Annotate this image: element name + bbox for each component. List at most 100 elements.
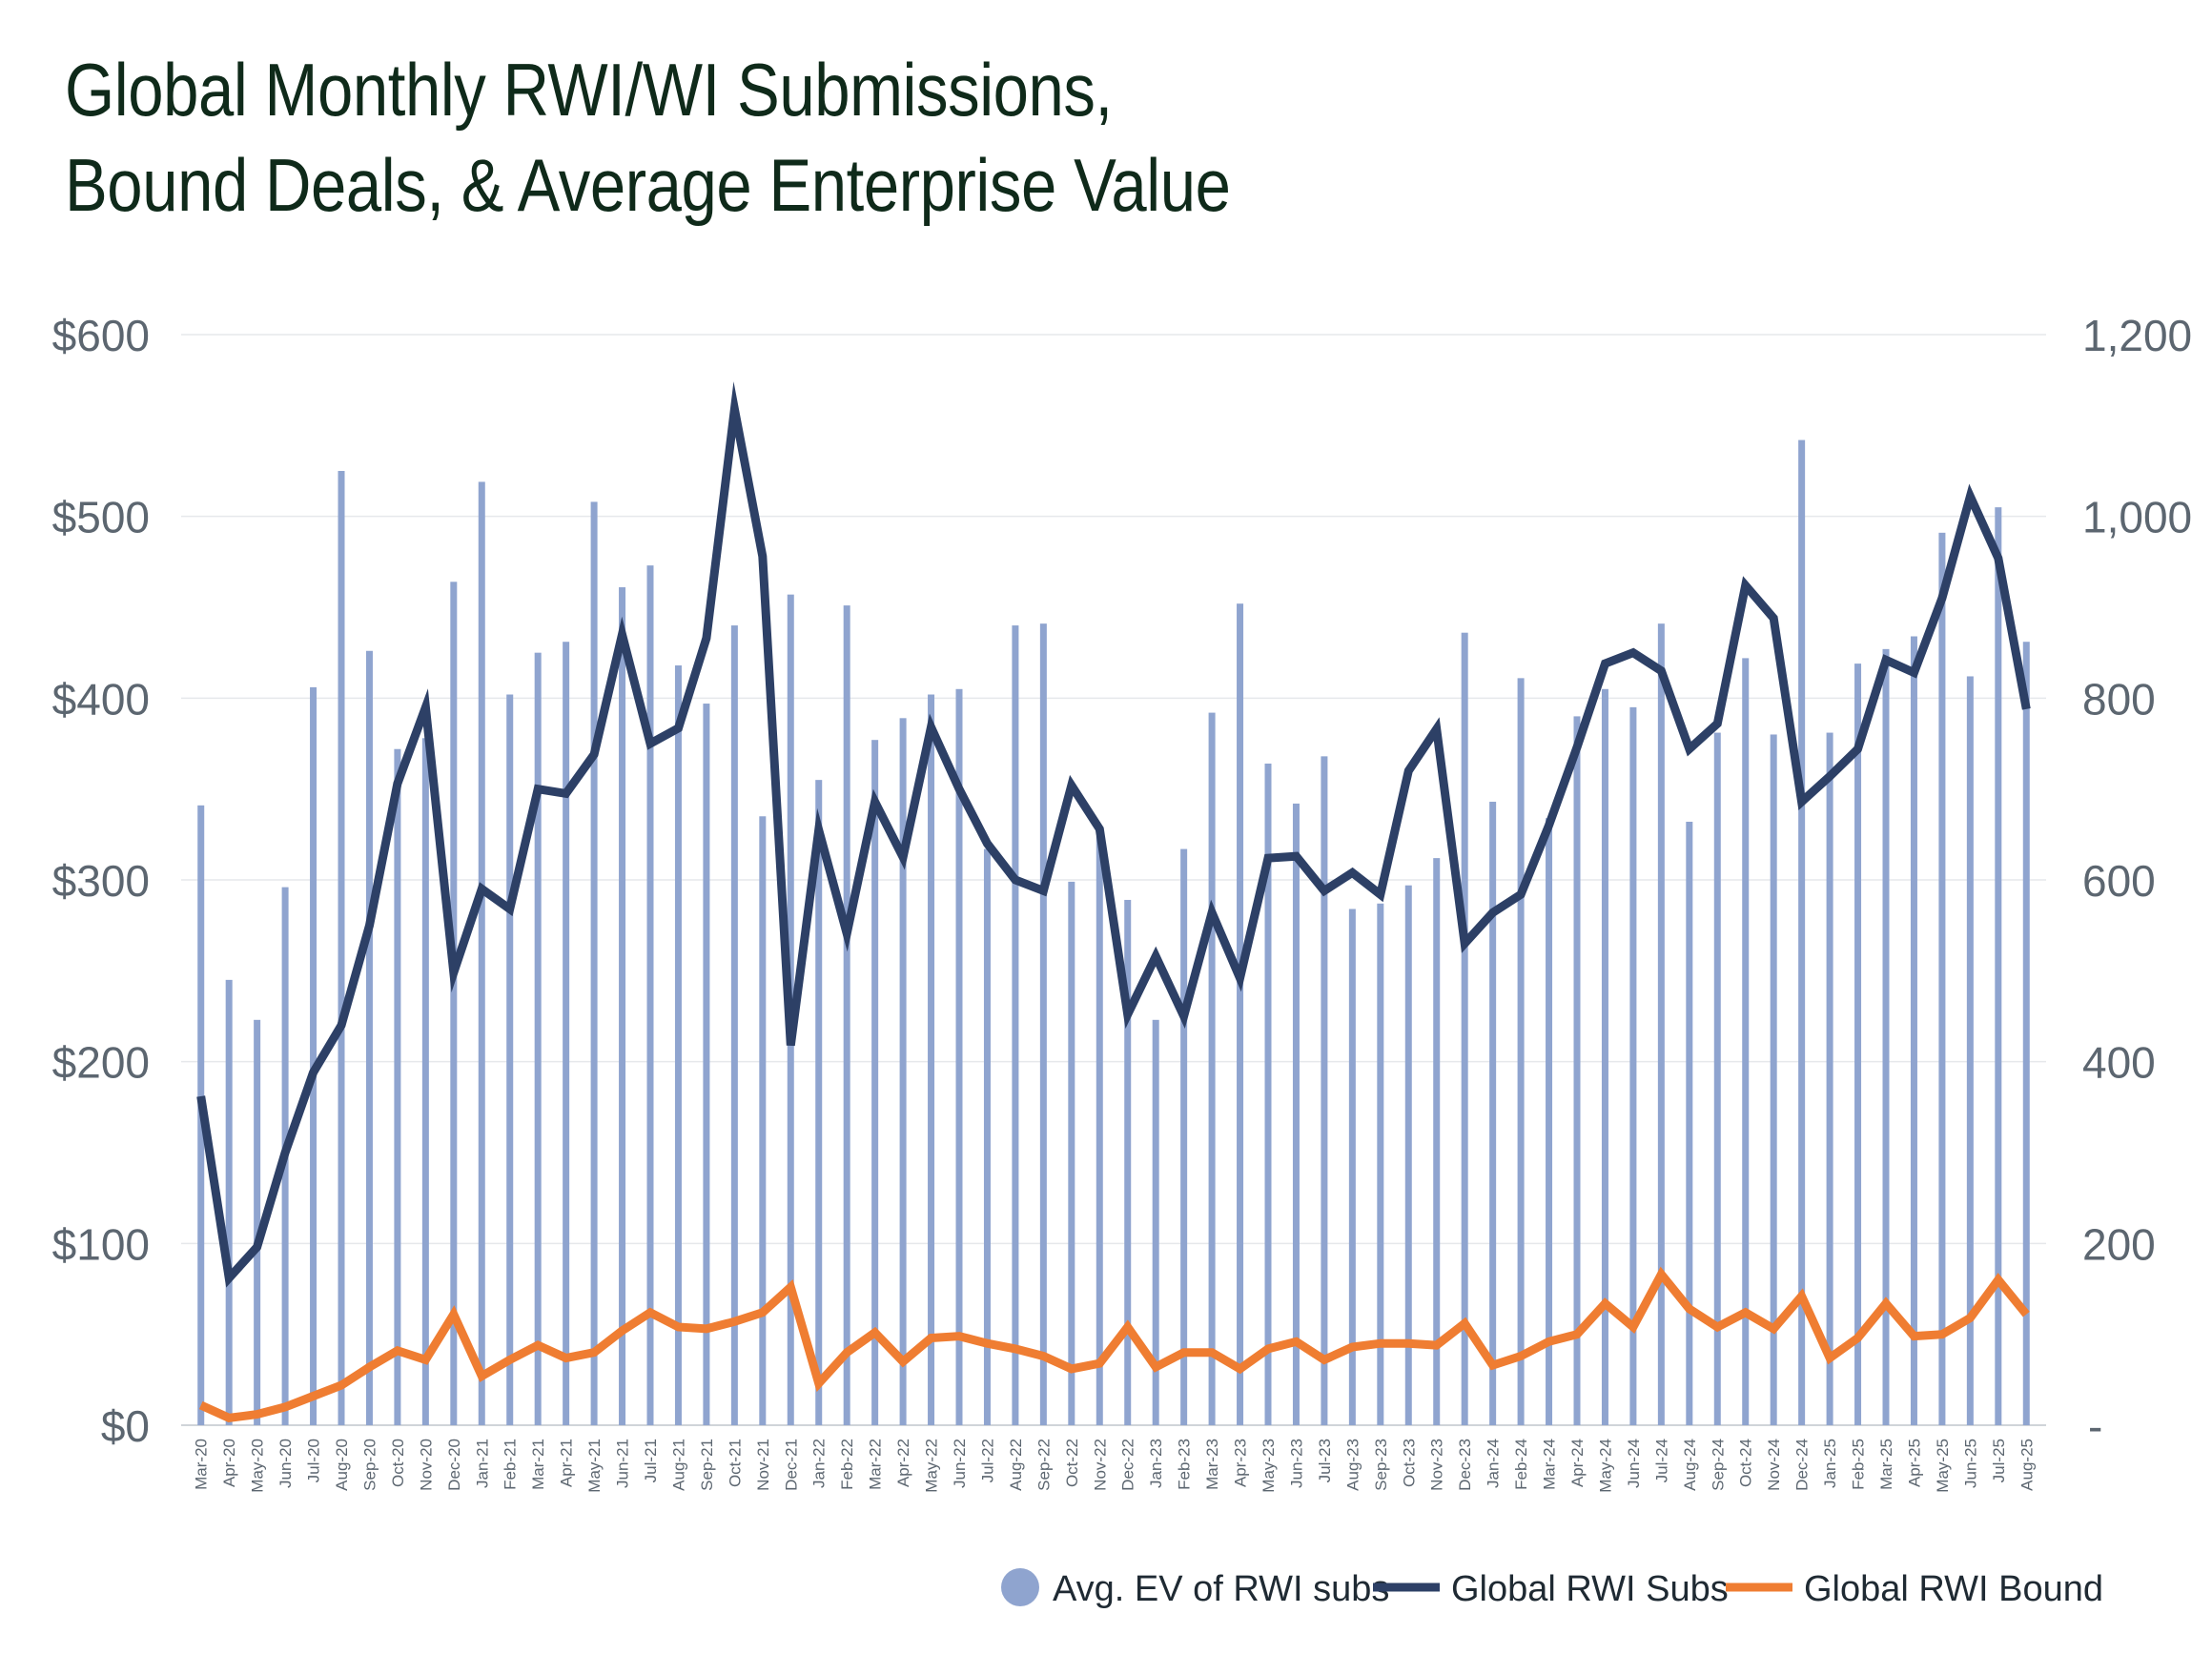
bar-oct-20 (394, 748, 401, 1425)
x-tick-label-aug-24: Aug-24 (1681, 1439, 1699, 1491)
legend-item-avg-ev-of-rwi-subs: Avg. EV of RWI subs (1001, 1568, 1389, 1609)
x-tick-label-may-25: May-25 (1934, 1439, 1952, 1493)
bar-aug-25 (2022, 642, 2030, 1425)
left-tick-label: $500 (52, 493, 150, 542)
left-tick-label: $600 (52, 311, 150, 360)
bar-apr-24 (1573, 716, 1581, 1425)
bar-jul-20 (310, 686, 317, 1425)
x-tick-label-dec-22: Dec-22 (1119, 1439, 1137, 1491)
x-tick-label-feb-24: Feb-24 (1512, 1439, 1530, 1490)
x-tick-label-feb-22: Feb-22 (838, 1439, 856, 1490)
bar-mar-25 (1882, 648, 1890, 1425)
x-tick-label-feb-25: Feb-25 (1850, 1439, 1868, 1490)
bar-mar-23 (1208, 712, 1216, 1425)
legend-item-global-rwi-subs: Global RWI Subs (1373, 1569, 1729, 1609)
bar-aug-21 (674, 665, 682, 1425)
bar-dec-22 (1124, 899, 1132, 1425)
bar-may-25 (1938, 532, 1946, 1425)
x-tick-label-mar-25: Mar-25 (1877, 1439, 1895, 1490)
x-tick-label-sep-24: Sep-24 (1709, 1439, 1727, 1491)
x-tick-label-nov-21: Nov-21 (754, 1439, 772, 1491)
x-tick-label-jul-25: Jul-25 (1990, 1439, 2008, 1482)
chart-title-line-2: Bound Deals, & Average Enterprise Value (65, 143, 1231, 227)
bar-jun-21 (619, 587, 626, 1425)
right-tick-label: 400 (2082, 1038, 2156, 1088)
bar-nov-22 (1096, 836, 1103, 1425)
bar-mar-24 (1546, 818, 1553, 1425)
bar-oct-24 (1742, 658, 1750, 1425)
bar-feb-23 (1180, 848, 1188, 1425)
bar-dec-20 (450, 582, 458, 1425)
x-tick-label-aug-22: Aug-22 (1007, 1439, 1025, 1491)
bar-may-24 (1601, 688, 1608, 1425)
x-tick-label-dec-21: Dec-21 (782, 1439, 800, 1491)
bar-may-23 (1264, 763, 1272, 1425)
bar-nov-21 (759, 816, 767, 1425)
bar-nov-23 (1433, 858, 1441, 1425)
x-tick-label-apr-20: Apr-20 (220, 1439, 238, 1487)
bar-oct-22 (1068, 881, 1075, 1425)
bar-jan-22 (815, 780, 823, 1425)
bar-aug-20 (338, 471, 345, 1425)
x-tick-label-oct-23: Oct-23 (1400, 1439, 1418, 1487)
bar-apr-23 (1237, 603, 1244, 1425)
x-tick-label-apr-22: Apr-22 (894, 1439, 912, 1487)
x-tick-label-jan-21: Jan-21 (473, 1439, 491, 1488)
left-tick-label: $300 (52, 856, 150, 906)
right-tick-label: 600 (2082, 856, 2156, 906)
bar-feb-25 (1854, 664, 1862, 1425)
x-tick-label-mar-20: Mar-20 (193, 1439, 211, 1490)
x-tick-label-aug-21: Aug-21 (669, 1439, 687, 1491)
bar-dec-24 (1798, 439, 1806, 1425)
bar-aug-22 (1012, 625, 1019, 1425)
bar-feb-24 (1517, 678, 1525, 1425)
x-tick-label-jan-24: Jan-24 (1485, 1439, 1503, 1488)
x-tick-label-dec-20: Dec-20 (445, 1439, 463, 1491)
x-tick-label-may-24: May-24 (1596, 1439, 1614, 1493)
x-tick-label-jul-23: Jul-23 (1316, 1439, 1334, 1482)
x-tick-label-jun-22: Jun-22 (951, 1439, 969, 1488)
right-tick-label: 200 (2082, 1219, 2156, 1269)
x-tick-label-nov-22: Nov-22 (1091, 1439, 1109, 1491)
line-global-rwi-subs (196, 381, 2031, 1288)
x-tick-label-oct-22: Oct-22 (1063, 1439, 1081, 1487)
line-global-rwi-bound (198, 1266, 2030, 1423)
bar-oct-23 (1404, 885, 1412, 1425)
left-tick-label: $200 (52, 1038, 150, 1088)
x-tick-label-jul-24: Jul-24 (1652, 1439, 1670, 1482)
bar-jun-22 (955, 688, 963, 1425)
x-tick-label-may-22: May-22 (923, 1439, 941, 1493)
x-tick-label-nov-23: Nov-23 (1428, 1439, 1446, 1491)
bar-feb-21 (506, 694, 514, 1425)
right-tick-label: - (2088, 1401, 2102, 1451)
bar-jul-24 (1657, 623, 1665, 1425)
bar-jul-21 (646, 565, 654, 1425)
bar-jul-25 (1995, 507, 2002, 1425)
bar-may-20 (254, 1019, 261, 1425)
left-y-axis: $0 $100 $200 $300 $400 $500 $600 (52, 311, 150, 1451)
bar-sep-23 (1377, 903, 1384, 1425)
bar-jul-22 (983, 848, 991, 1425)
x-tick-label-mar-22: Mar-22 (867, 1439, 885, 1490)
bar-jan-23 (1152, 1019, 1159, 1425)
x-tick-label-dec-23: Dec-23 (1456, 1439, 1474, 1491)
x-tick-label-sep-22: Sep-22 (1034, 1439, 1053, 1491)
right-tick-label: 1,200 (2082, 311, 2192, 360)
x-tick-label-jul-20: Jul-20 (305, 1439, 323, 1482)
bar-mar-22 (871, 740, 879, 1425)
x-tick-label-apr-25: Apr-25 (1905, 1439, 1923, 1487)
x-tick-label-feb-21: Feb-21 (502, 1439, 520, 1490)
x-tick-label-feb-23: Feb-23 (1176, 1439, 1194, 1490)
left-tick-label: $100 (52, 1219, 150, 1269)
x-tick-label-sep-20: Sep-20 (360, 1439, 379, 1491)
bar-mar-21 (534, 652, 542, 1425)
x-tick-label-jun-25: Jun-25 (1961, 1439, 1979, 1488)
x-tick-label-aug-20: Aug-20 (333, 1439, 351, 1491)
bar-series-avg-ev (197, 439, 2030, 1425)
x-tick-label-may-23: May-23 (1260, 1439, 1278, 1493)
x-tick-label-jan-22: Jan-22 (810, 1439, 829, 1488)
x-tick-label-dec-24: Dec-24 (1793, 1439, 1812, 1491)
x-tick-label-jun-20: Jun-20 (276, 1439, 295, 1488)
bar-jan-25 (1826, 732, 1833, 1425)
bar-nov-24 (1770, 734, 1777, 1425)
